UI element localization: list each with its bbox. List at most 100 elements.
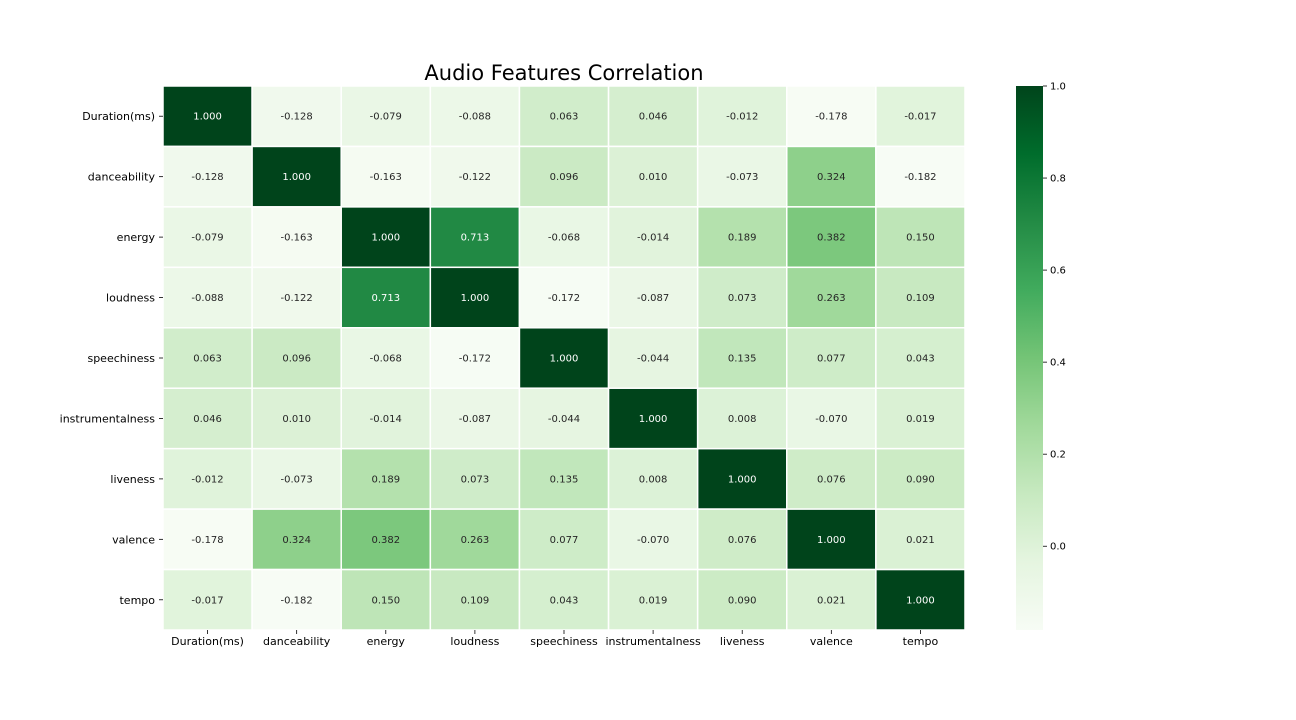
cell-value-label: -0.017 [191, 595, 223, 606]
colorbar-tick-label: 0.8 [1050, 174, 1066, 185]
colorbar-tick-label: 0.2 [1050, 450, 1066, 461]
heatmap-cell [162, 508, 253, 571]
colorbar-tick-label: 0.6 [1050, 266, 1066, 277]
cell-value-label: -0.044 [548, 414, 580, 425]
heatmap-cell [875, 508, 966, 571]
cell-value-label: -0.070 [637, 535, 669, 546]
cell-value-label: 0.046 [193, 414, 222, 425]
colorbar-tick-label: 0.4 [1050, 358, 1066, 369]
heatmap-cell [696, 447, 788, 510]
heatmap-cell [162, 85, 253, 148]
cell-value-label: -0.073 [281, 474, 313, 485]
cell-value-label: -0.178 [191, 535, 223, 546]
cell-value-label: 0.076 [817, 474, 846, 485]
y-tick-labels: Duration(ms) danceability energy loudness sp… [60, 110, 163, 607]
heatmap-cell [875, 206, 966, 269]
heatmap-cell [340, 145, 432, 208]
heatmap-cell [696, 508, 788, 571]
heatmap-cell [340, 568, 432, 631]
cell-value-label: 0.077 [550, 535, 579, 546]
cell-value-label: -0.172 [459, 354, 491, 365]
heatmap-cell [162, 145, 253, 208]
cell-value-label: 0.043 [906, 354, 935, 365]
heatmap-cell [429, 568, 521, 631]
cell-value-label: 0.063 [193, 354, 222, 365]
cell-value-label: 1.000 [371, 233, 400, 244]
heatmap-cell [340, 85, 432, 148]
heatmap-cell [696, 327, 788, 389]
cell-value-label: -0.070 [815, 414, 847, 425]
heatmap-cell [251, 85, 342, 148]
cell-value-label: 0.189 [371, 474, 400, 485]
cell-value-label: 0.010 [282, 414, 311, 425]
y-tick-label: loudness [106, 292, 155, 305]
cell-value-label: 0.090 [728, 595, 757, 606]
cell-value-label: 0.073 [728, 293, 757, 304]
x-tick-label: speechiness [530, 635, 598, 648]
cell-value-label: 0.046 [639, 112, 668, 123]
cell-value-label: 0.324 [282, 535, 311, 546]
cell-value-label: 0.096 [550, 172, 579, 183]
cell-value-label: -0.182 [904, 172, 936, 183]
cell-value-label: 1.000 [282, 172, 311, 183]
cell-value-label: 0.135 [550, 474, 579, 485]
x-tick-label: loudness [450, 635, 499, 648]
cell-value-label: -0.014 [370, 414, 402, 425]
cell-value-label: -0.163 [370, 172, 402, 183]
cell-value-label: 0.263 [461, 535, 490, 546]
cell-value-label: 0.109 [461, 595, 490, 606]
heatmap-cell [607, 508, 699, 571]
cell-value-label: 0.150 [906, 233, 935, 244]
heatmap-cell [518, 145, 610, 208]
cell-value-label: 0.021 [906, 535, 935, 546]
cell-value-label: -0.012 [191, 474, 223, 485]
heatmap-cell [518, 568, 610, 631]
cell-value-label: -0.012 [726, 112, 758, 123]
cell-value-label: 0.189 [728, 233, 757, 244]
x-tick-label: valence [810, 635, 853, 648]
heatmap-cell [429, 327, 521, 389]
heatmap-cell [786, 85, 877, 148]
y-tick-label: speechiness [87, 352, 155, 365]
y-tick-label: Duration(ms) [82, 110, 155, 123]
cell-value-label: 0.019 [639, 595, 668, 606]
cell-value-label: -0.088 [191, 293, 223, 304]
cell-value-label: 0.135 [728, 354, 757, 365]
cell-value-label: 1.000 [728, 474, 757, 485]
cell-value-label: 1.000 [906, 595, 935, 606]
cell-value-label: 0.021 [817, 595, 846, 606]
cell-value-label: 0.109 [906, 293, 935, 304]
cell-value-label: 0.043 [550, 595, 579, 606]
cell-value-label: -0.073 [726, 172, 758, 183]
cell-value-label: 0.382 [371, 535, 400, 546]
cell-value-label: 0.324 [817, 172, 846, 183]
cell-value-label: -0.178 [815, 112, 847, 123]
cell-value-label: -0.122 [281, 293, 313, 304]
heatmap-cell [875, 387, 966, 450]
heatmap-cell [162, 327, 253, 389]
heatmap-cell [696, 568, 788, 631]
cell-value-label: 1.000 [639, 414, 668, 425]
colorbar-gradient [1016, 86, 1043, 630]
cell-value-label: -0.087 [459, 414, 491, 425]
x-tick-label: tempo [903, 635, 939, 648]
heatmap-cell [162, 387, 253, 450]
cell-value-label: 0.008 [728, 414, 757, 425]
heatmap-cell [340, 387, 432, 450]
heatmap-cell [518, 206, 610, 269]
heatmap-cell [875, 327, 966, 389]
cell-value-label: 1.000 [817, 535, 846, 546]
y-tick-label: tempo [119, 594, 155, 607]
x-tick-label: Duration(ms) [171, 635, 244, 648]
cell-value-label: -0.128 [191, 172, 223, 183]
heatmap-cell [162, 206, 253, 269]
cell-value-label: -0.079 [370, 112, 402, 123]
cell-value-label: 0.073 [461, 474, 490, 485]
heatmap-cell [340, 508, 432, 571]
cell-value-label: 0.076 [728, 535, 757, 546]
heatmap-cell [340, 327, 432, 389]
heatmap-cell [786, 387, 877, 450]
cell-value-label: 1.000 [550, 354, 579, 365]
heatmap-cell [251, 568, 342, 631]
